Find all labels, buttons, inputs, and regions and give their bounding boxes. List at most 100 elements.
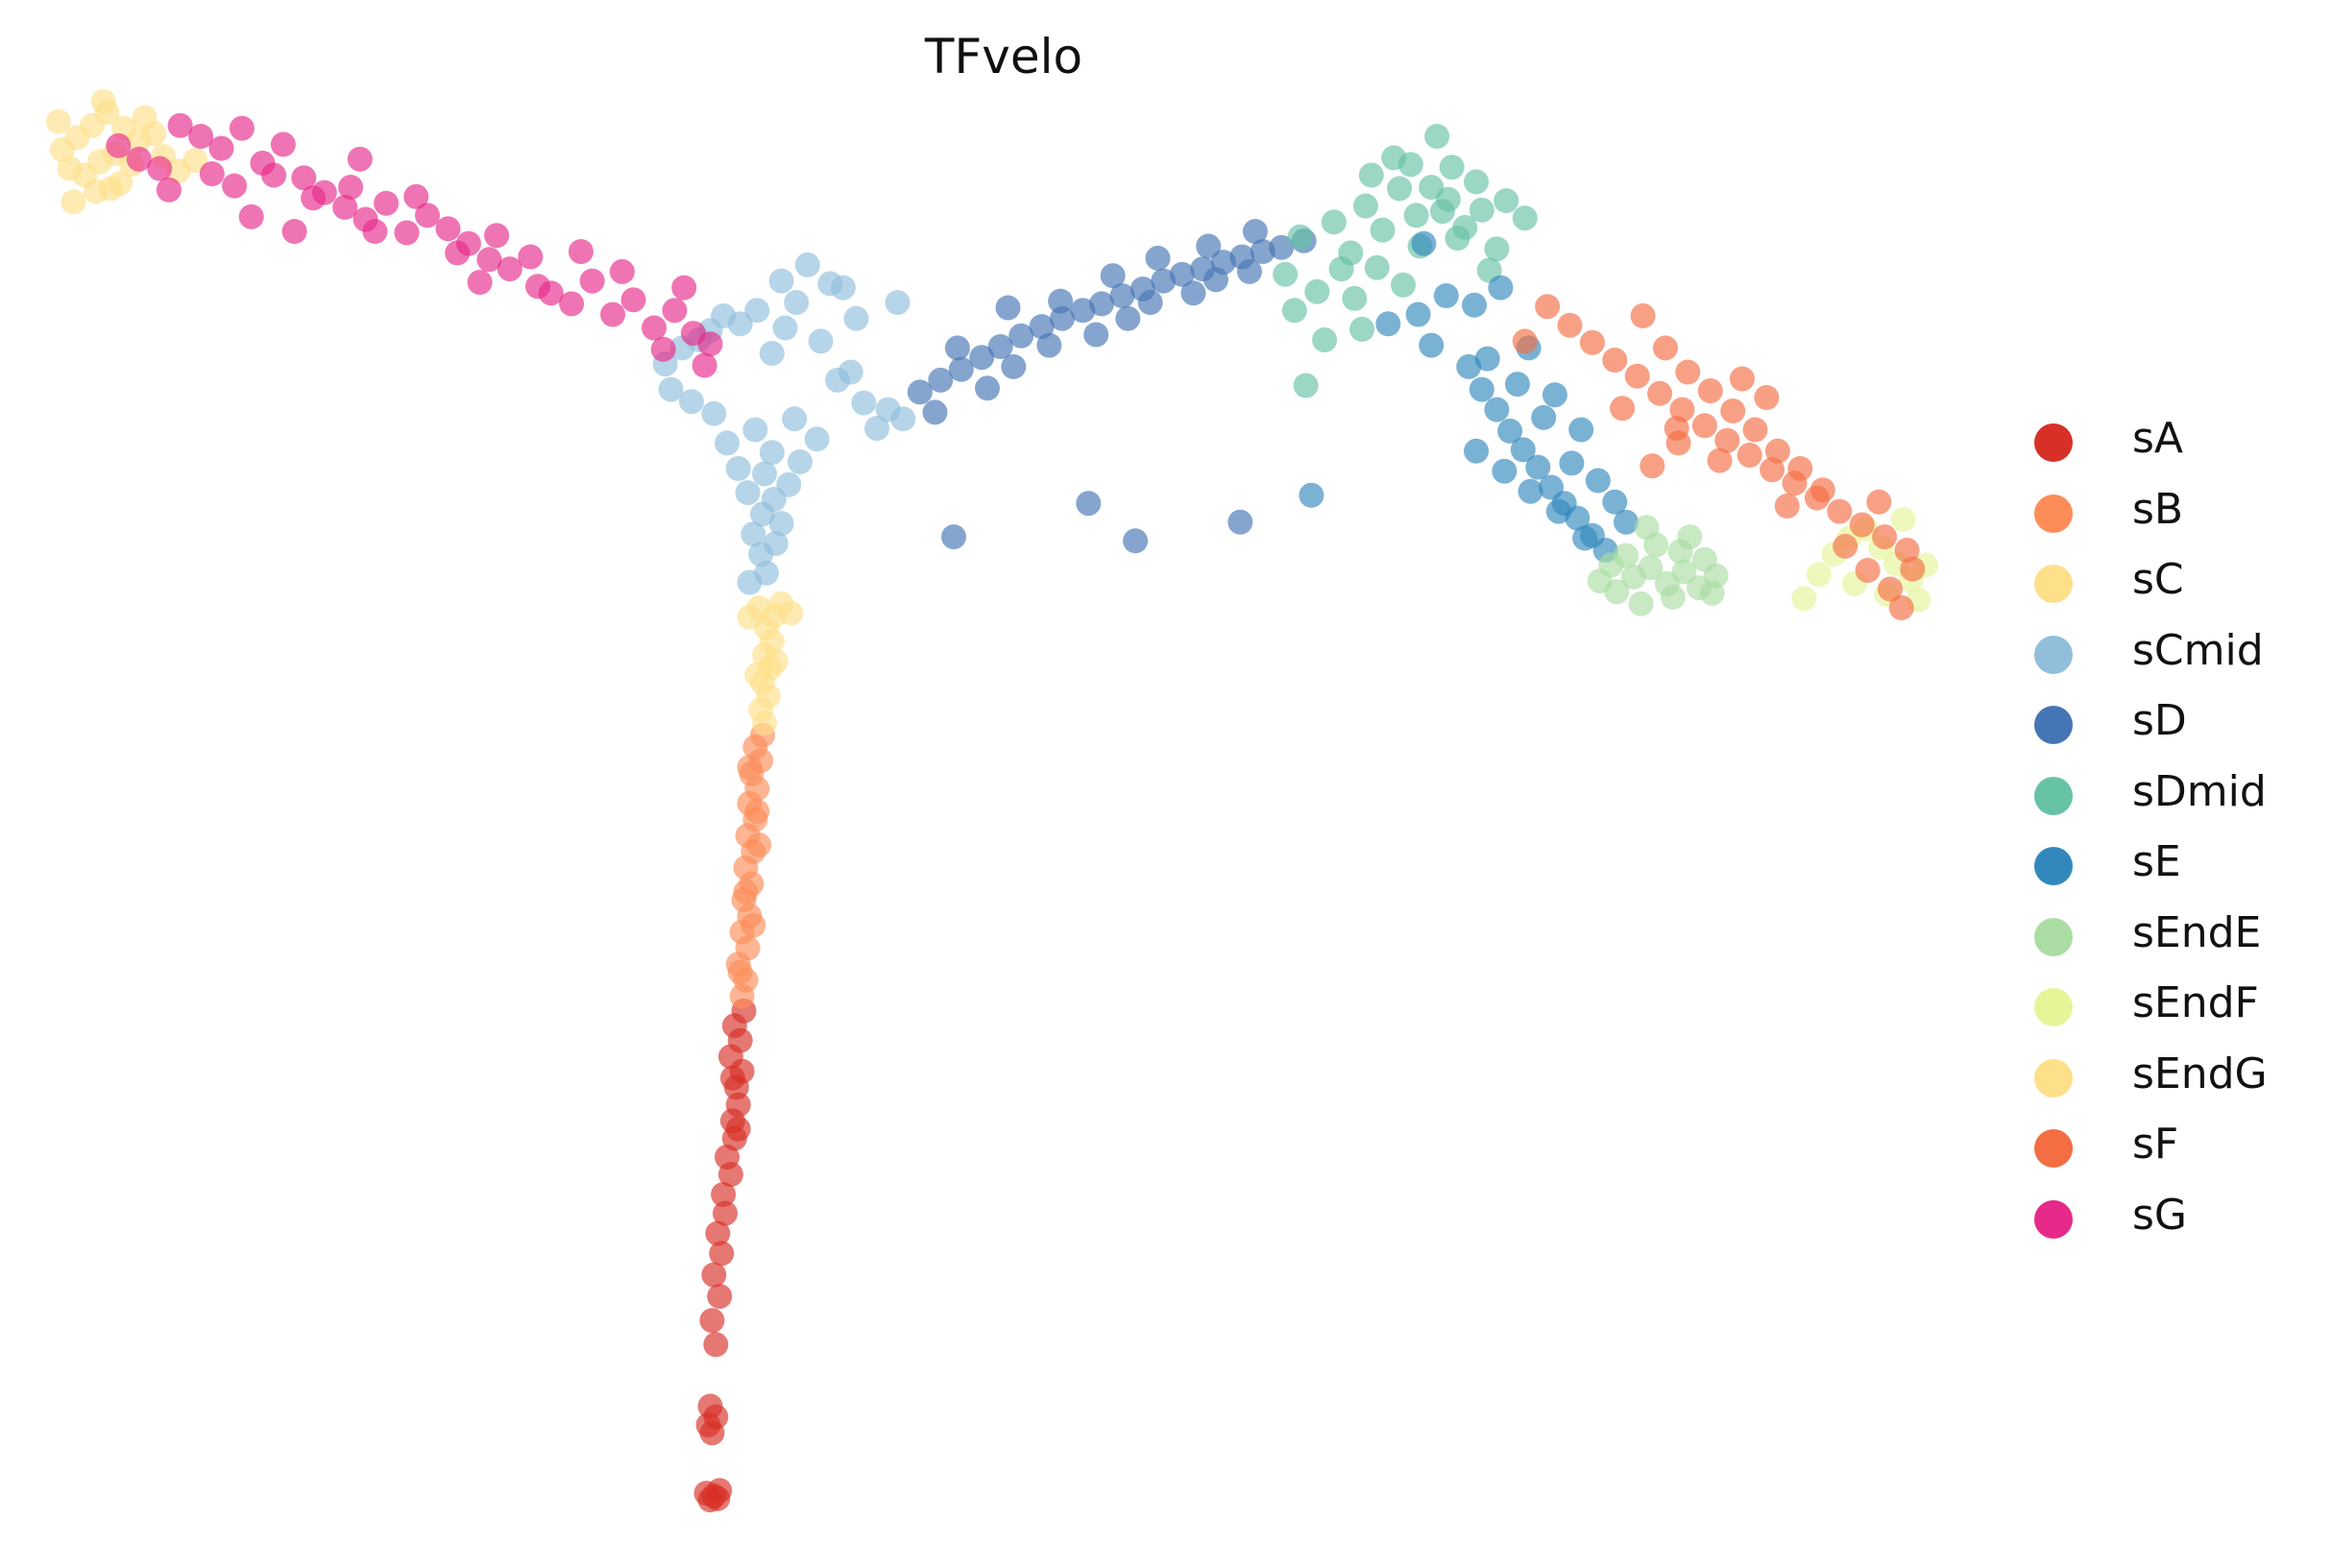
series-sG (106, 112, 723, 378)
point-sG-41 (609, 258, 635, 284)
point-sE-4 (1456, 353, 1482, 379)
point-sC-13 (763, 648, 789, 674)
point-sB-19 (733, 879, 759, 905)
point-sF-15 (1849, 512, 1875, 538)
point-sCmid-3 (763, 531, 789, 557)
point-sD-21 (1001, 353, 1027, 379)
point-sCmid-12 (788, 449, 813, 474)
point-sDmid-27 (1464, 169, 1489, 195)
legend-label: sEndE (2132, 907, 2262, 957)
point-sE-23 (1531, 404, 1557, 430)
point-sEndF-11 (1890, 507, 1916, 532)
point-sF-30 (1900, 556, 1926, 582)
point-sEndE-17 (1677, 524, 1703, 550)
point-sCmid-1 (754, 560, 779, 586)
point-sB-20 (727, 959, 753, 985)
point-sE-19 (1572, 525, 1598, 551)
point-sDmid-30 (1358, 162, 1384, 188)
series-sEndE (1587, 515, 1729, 616)
point-sDmid-15 (1312, 327, 1338, 352)
legend-marker-sCmid (2034, 635, 2073, 674)
point-sF-11 (1760, 457, 1785, 483)
point-sD-24 (1115, 305, 1141, 331)
point-sG-8 (270, 132, 296, 157)
legend-item-sG: sG (2007, 1185, 2324, 1256)
series-sA (693, 998, 757, 1513)
point-sG-36 (403, 183, 429, 209)
legend-marker-sEndE (2034, 917, 2073, 956)
point-sDmid-0 (1273, 261, 1299, 287)
point-sG-9 (291, 165, 317, 191)
legend-label: sDmid (2132, 766, 2267, 816)
point-sG-47 (281, 219, 307, 244)
point-sDmid-14 (1281, 298, 1307, 324)
point-sG-15 (415, 203, 440, 229)
point-sF-10 (1737, 443, 1762, 468)
legend-item-sB: sB (2007, 479, 2324, 550)
point-sEndG-15 (61, 189, 86, 215)
point-sCmid-20 (658, 376, 684, 402)
point-sF-39 (1640, 453, 1665, 479)
point-sCmid-34 (851, 390, 877, 416)
point-sE-3 (1433, 283, 1459, 308)
point-sD-19 (922, 399, 948, 425)
point-sG-38 (484, 223, 510, 249)
point-sA-8 (697, 1393, 723, 1419)
point-sA-10 (699, 1308, 725, 1334)
point-sD-38 (1123, 528, 1149, 554)
legend-label: sEndG (2132, 1049, 2268, 1098)
point-sG-46 (238, 204, 264, 229)
point-sDmid-13 (1484, 236, 1510, 262)
point-sG-2 (147, 156, 173, 181)
point-sCmid-40 (768, 268, 794, 294)
point-sD-8 (1070, 298, 1096, 324)
series-sD (907, 219, 1317, 554)
point-sE-16 (1492, 458, 1518, 484)
legend-marker-sG (2034, 1199, 2073, 1239)
legend-label: sC (2132, 555, 2184, 604)
point-sD-36 (1242, 219, 1268, 244)
point-sF-16 (1872, 524, 1898, 550)
point-sE-7 (1497, 418, 1523, 444)
point-sCmid-27 (744, 298, 770, 324)
point-sG-26 (642, 315, 667, 341)
point-sG-25 (620, 287, 646, 313)
legend-label: sEndF (2132, 978, 2259, 1027)
point-sG-33 (301, 185, 327, 211)
legend-label: sE (2132, 837, 2181, 886)
legend-item-sD: sD (2007, 690, 2324, 761)
point-sA-18 (715, 1145, 740, 1170)
point-sD-34 (1145, 245, 1171, 271)
point-sG-29 (697, 331, 723, 357)
point-sDmid-6 (1370, 217, 1396, 243)
legend-label: sB (2132, 484, 2184, 534)
point-sDmid-3 (1321, 209, 1347, 235)
point-sCmid-26 (727, 311, 753, 337)
legend-item-sEndG: sEndG (2007, 1044, 2324, 1115)
point-sDmid-22 (1293, 373, 1319, 398)
point-sEndE-11 (1691, 546, 1717, 572)
point-sC-12 (737, 604, 763, 630)
point-sG-40 (568, 239, 594, 264)
point-sEndF-0 (1806, 562, 1832, 588)
point-sEndE-13 (1628, 591, 1654, 616)
point-sE-17 (1518, 478, 1543, 504)
point-sEndE-3 (1638, 555, 1664, 581)
point-sE-9 (1525, 454, 1551, 480)
point-sG-48 (347, 146, 373, 172)
point-sCmid-42 (817, 271, 843, 297)
point-sE-2 (1419, 332, 1445, 358)
point-sDmid-5 (1352, 193, 1378, 219)
point-sEndE-15 (1699, 580, 1725, 606)
point-sG-6 (229, 115, 255, 141)
point-sD-12 (1151, 268, 1177, 294)
point-sA-12 (701, 1262, 727, 1288)
point-sG-45 (156, 177, 182, 203)
point-sG-27 (662, 298, 688, 324)
point-sG-16 (435, 216, 461, 242)
legend-item-sF: sF (2007, 1114, 2324, 1185)
point-sD-32 (1048, 288, 1074, 314)
point-sF-33 (1610, 396, 1636, 422)
point-sD-3 (969, 345, 995, 371)
